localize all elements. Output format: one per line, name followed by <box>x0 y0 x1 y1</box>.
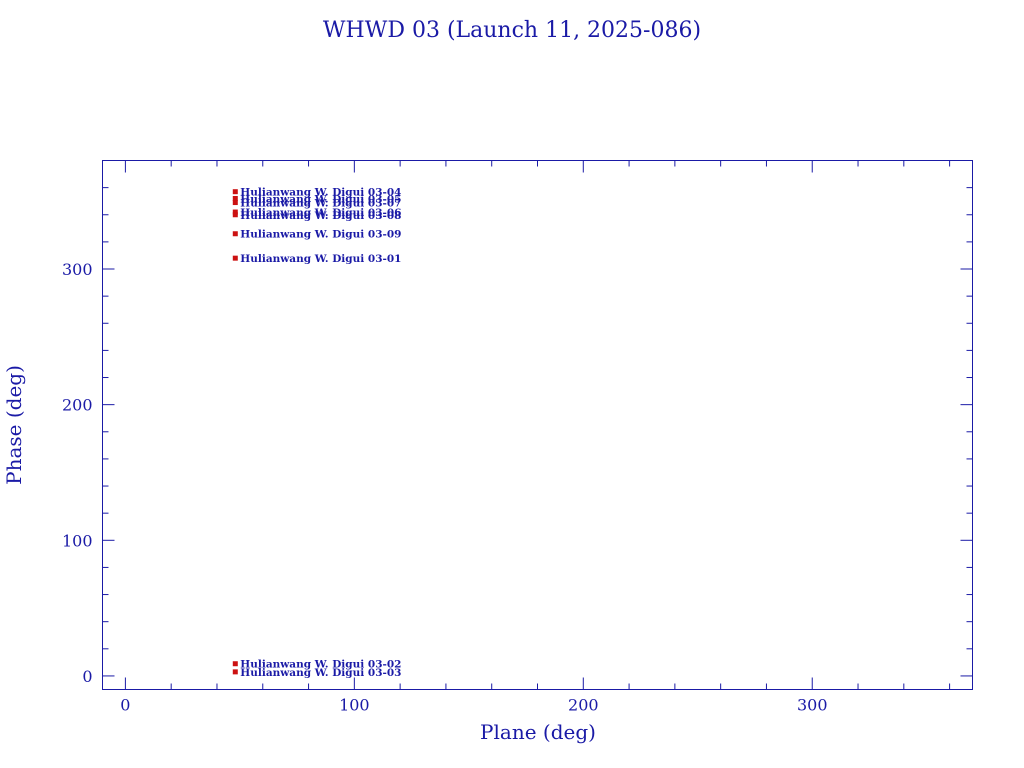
data-point-marker <box>232 255 238 261</box>
data-point-label: Hulianwang W. Digui 03-03 <box>240 667 401 679</box>
axis-ticks <box>102 160 973 690</box>
data-point-marker <box>232 231 238 237</box>
x-axis-label: Plane (deg) <box>480 720 596 744</box>
data-point-marker <box>232 669 238 675</box>
data-point-marker <box>232 209 238 215</box>
data-point-label: Hulianwang W. Digui 03-01 <box>240 253 401 265</box>
y-tick-label: 100 <box>62 531 93 550</box>
data-point-label: Hulianwang W. Digui 03-06 <box>240 207 401 219</box>
data-point-label: Hulianwang W. Digui 03-04 <box>240 187 401 199</box>
data-point-label: Hulianwang W. Digui 03-08 <box>240 210 401 222</box>
data-point-label: Hulianwang W. Digui 03-02 <box>240 659 401 671</box>
data-point-label: Hulianwang W. Digui 03-07 <box>240 198 401 210</box>
data-point-marker <box>232 212 238 218</box>
y-tick-label: 300 <box>62 260 93 279</box>
data-point-label: Hulianwang W. Digui 03-05 <box>240 193 401 205</box>
data-point-marker <box>232 189 238 195</box>
data-point-marker <box>232 661 238 667</box>
tick-labels: 0 100 200 300 0 100 200 300 <box>62 260 828 714</box>
data-point-label: Hulianwang W. Digui 03-09 <box>240 229 401 241</box>
x-tick-label: 200 <box>568 696 599 715</box>
data-point-marker <box>232 200 238 206</box>
data-point-marker <box>232 195 238 201</box>
y-tick-label: 0 <box>82 667 92 686</box>
plot-frame <box>102 160 973 690</box>
chart-title: WHWD 03 (Launch 11, 2025-086) <box>323 18 701 43</box>
x-tick-label: 0 <box>120 696 130 715</box>
y-axis-label: Phase (deg) <box>2 365 26 485</box>
x-tick-label: 300 <box>797 696 828 715</box>
x-tick-label: 100 <box>339 696 370 715</box>
y-tick-label: 200 <box>62 396 93 415</box>
